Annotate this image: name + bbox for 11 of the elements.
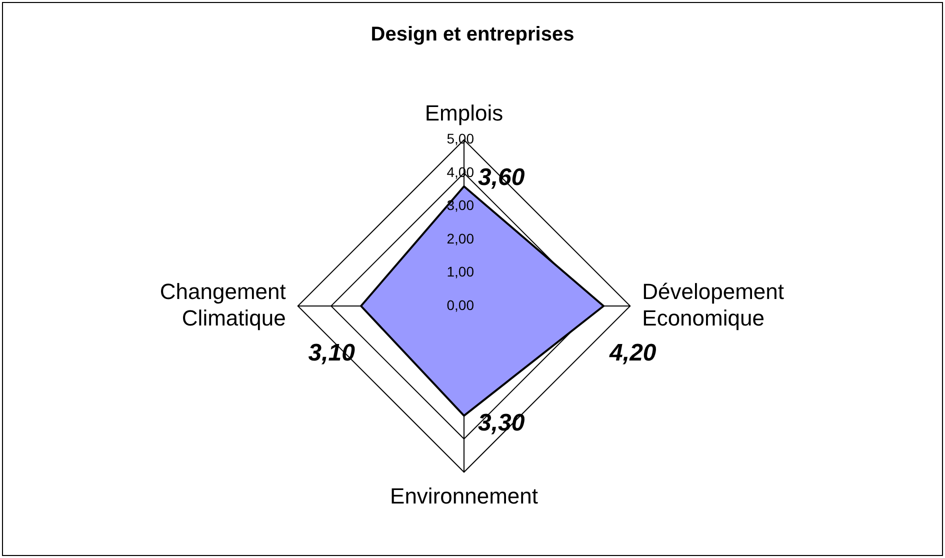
data-label: 4,20 [608,340,657,367]
spoke-label: Emplois [424,100,504,126]
y-tick-label: 2,00 [446,230,474,246]
chart-title: Design et entreprises [370,24,574,46]
y-tick-label: 5,00 [446,130,474,147]
y-tick-label: 1,00 [446,264,474,280]
spoke-label: Environnement [390,483,538,508]
spoke-label: Dévelopement Economique [642,278,784,330]
y-tick-label: 3,00 [446,197,474,214]
y-tick-label: 0,00 [446,296,474,313]
spoke-label: Changement Climatique [160,278,286,330]
